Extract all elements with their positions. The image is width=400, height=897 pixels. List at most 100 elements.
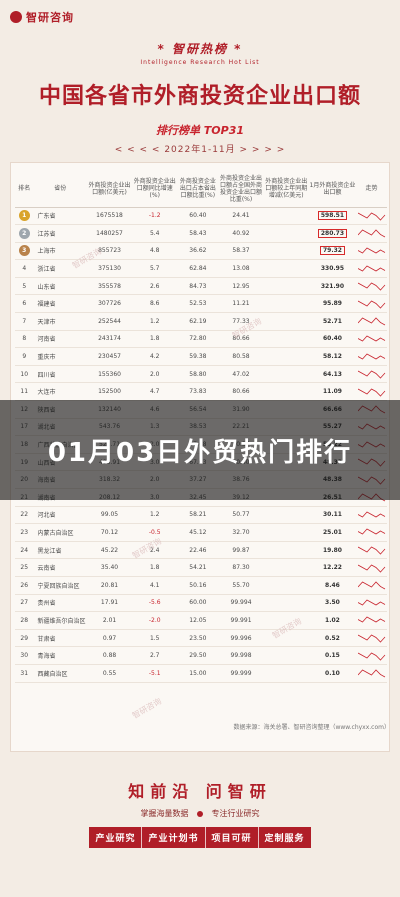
overlay-title: 01月03日外贸热门排行 xyxy=(47,437,353,468)
cell-export: 99.05 xyxy=(86,506,133,525)
cell-share-province: 15.00 xyxy=(177,664,219,683)
table-row: 6 福建省 307726 8.6 52.53 11.21 95.89 xyxy=(15,294,387,314)
footer: 知前沿 问智研 掌握海量数据 专注行业研究 产业研究 产业计划书 项目可研 定制… xyxy=(0,778,400,848)
watermark: 智研咨询 xyxy=(130,696,164,721)
table-row: 26 宁夏回族自治区 20.81 4.1 50.16 55.70 8.46 xyxy=(15,576,387,595)
cell-province: 四川省 xyxy=(33,365,87,384)
cell-growth: 2.4 xyxy=(132,541,178,560)
cell-export: 2.01 xyxy=(86,611,133,630)
cell-growth: 4.1 xyxy=(132,576,178,595)
cell-growth: 1.2 xyxy=(132,506,178,525)
cell-export: 20.81 xyxy=(86,576,133,595)
table-row: 23 内蒙古自治区 70.12 -0.5 45.12 32.70 25.01 xyxy=(15,523,387,542)
logo-icon xyxy=(10,11,22,23)
cell-share-province: 29.50 xyxy=(177,646,219,665)
title-overlay: 01月03日外贸热门排行 xyxy=(0,400,400,500)
cell-trend xyxy=(356,207,387,226)
cell-trend xyxy=(356,312,387,331)
cell-rank: 22 xyxy=(15,506,34,525)
cell-growth: 5.7 xyxy=(132,259,178,278)
cell-province: 贵州省 xyxy=(33,594,87,613)
col-header-export: 外商投资企业出口额(亿美元) xyxy=(86,171,133,208)
cell-jan-export: 598.51 xyxy=(308,207,357,226)
cell-change xyxy=(263,242,309,261)
table-row: 2 江苏省 1480257 5.4 58.43 40.92 280.73 xyxy=(15,224,387,243)
cell-growth: -5.1 xyxy=(132,664,178,683)
cell-trend xyxy=(356,646,387,665)
cell-jan-export-value: 0.52 xyxy=(325,634,340,642)
cell-province: 上海市 xyxy=(33,242,87,261)
cell-jan-export-value: 598.51 xyxy=(317,211,348,221)
business-plan-button[interactable]: 产业计划书 xyxy=(142,827,206,848)
cell-province: 浙江省 xyxy=(33,259,87,278)
logo: 智研咨询 xyxy=(10,9,74,25)
cell-change xyxy=(263,646,309,665)
table-row: 30 青海省 0.88 2.7 29.50 99.998 0.15 xyxy=(15,646,387,665)
col-header-trend: 走势 xyxy=(356,171,387,208)
cell-share-national: 99.996 xyxy=(218,629,264,648)
sparkline-icon xyxy=(357,247,385,254)
cell-share-national: 80.66 xyxy=(218,382,264,402)
cell-growth: 4.8 xyxy=(132,242,178,261)
brand-subtitle: Intelligence Research Hot List xyxy=(140,59,260,66)
sparkline-icon xyxy=(357,511,385,518)
cell-growth: -2.0 xyxy=(132,611,178,630)
cell-export: 35.40 xyxy=(86,558,133,577)
cell-share-national: 50.77 xyxy=(218,506,264,525)
cell-province: 山东省 xyxy=(33,277,87,296)
cell-export: 252544 xyxy=(86,312,133,331)
cell-growth: 2.0 xyxy=(132,365,178,384)
footer-subtitle: 掌握海量数据 专注行业研究 xyxy=(0,808,400,819)
cell-trend xyxy=(356,294,387,314)
sparkline-icon xyxy=(357,317,385,326)
heading-block: * 智研热榜 * Intelligence Research Hot List … xyxy=(0,40,400,155)
cell-growth: -0.5 xyxy=(132,523,178,542)
cell-growth: 1.2 xyxy=(132,312,178,331)
cell-growth: 2.7 xyxy=(132,646,178,665)
cell-rank: 4 xyxy=(15,259,34,278)
custom-service-button[interactable]: 定制服务 xyxy=(258,827,311,848)
cell-jan-export: 0.10 xyxy=(308,664,357,683)
cell-change xyxy=(263,506,309,525)
table-row: 5 山东省 355578 2.6 84.73 12.95 321.90 xyxy=(15,277,387,296)
cell-province: 宁夏回族自治区 xyxy=(33,576,87,595)
industry-research-button[interactable]: 产业研究 xyxy=(89,827,143,848)
brand-title: * 智研热榜 * xyxy=(157,42,243,56)
cell-jan-export-value: 280.73 xyxy=(317,228,348,238)
table-row: 27 贵州省 17.91 -5.6 60.00 99.994 3.50 xyxy=(15,594,387,613)
sparkline-icon xyxy=(357,616,385,623)
cell-rank: 28 xyxy=(15,611,34,630)
col-header-share-national: 外商投资企业出口额占全国外商投资企业出口额比重(%) xyxy=(218,171,264,208)
cell-share-province: 72.80 xyxy=(177,330,219,349)
cell-growth: 2.6 xyxy=(132,277,178,296)
cell-export: 1480257 xyxy=(86,224,133,243)
cell-trend xyxy=(356,664,387,683)
feasibility-study-button[interactable]: 项目可研 xyxy=(205,827,259,848)
cell-jan-export-value: 3.50 xyxy=(325,599,340,607)
cell-jan-export-value: 12.22 xyxy=(322,564,342,572)
sparkline-icon xyxy=(357,370,385,379)
cell-change xyxy=(263,347,309,366)
cell-jan-export-value: 19.80 xyxy=(322,546,342,554)
cell-share-province: 60.00 xyxy=(177,594,219,613)
sparkline-icon xyxy=(357,212,385,221)
cell-jan-export: 1.02 xyxy=(308,611,357,630)
footer-sub-right: 专注行业研究 xyxy=(211,809,260,818)
cell-jan-export: 58.12 xyxy=(308,347,357,366)
cell-jan-export-value: 64.13 xyxy=(322,370,342,378)
cell-jan-export-value: 60.40 xyxy=(322,335,342,343)
cell-jan-export: 95.89 xyxy=(308,294,357,314)
cell-rank: 31 xyxy=(15,664,34,683)
sparkline-icon xyxy=(357,669,385,678)
cell-export: 307726 xyxy=(86,294,133,314)
cell-jan-export: 8.46 xyxy=(308,576,357,595)
cell-jan-export: 52.71 xyxy=(308,312,357,331)
cell-change xyxy=(263,330,309,349)
sparkline-icon xyxy=(357,634,385,643)
table-row: 28 新疆维吾尔自治区 2.01 -2.0 12.05 99.991 1.02 xyxy=(15,611,387,630)
cell-rank: 3 xyxy=(15,242,34,261)
sparkline-icon xyxy=(357,528,385,535)
col-header-rank: 排名 xyxy=(15,171,34,208)
cell-share-national: 11.21 xyxy=(218,294,264,314)
cell-jan-export-value: 79.32 xyxy=(319,246,345,256)
